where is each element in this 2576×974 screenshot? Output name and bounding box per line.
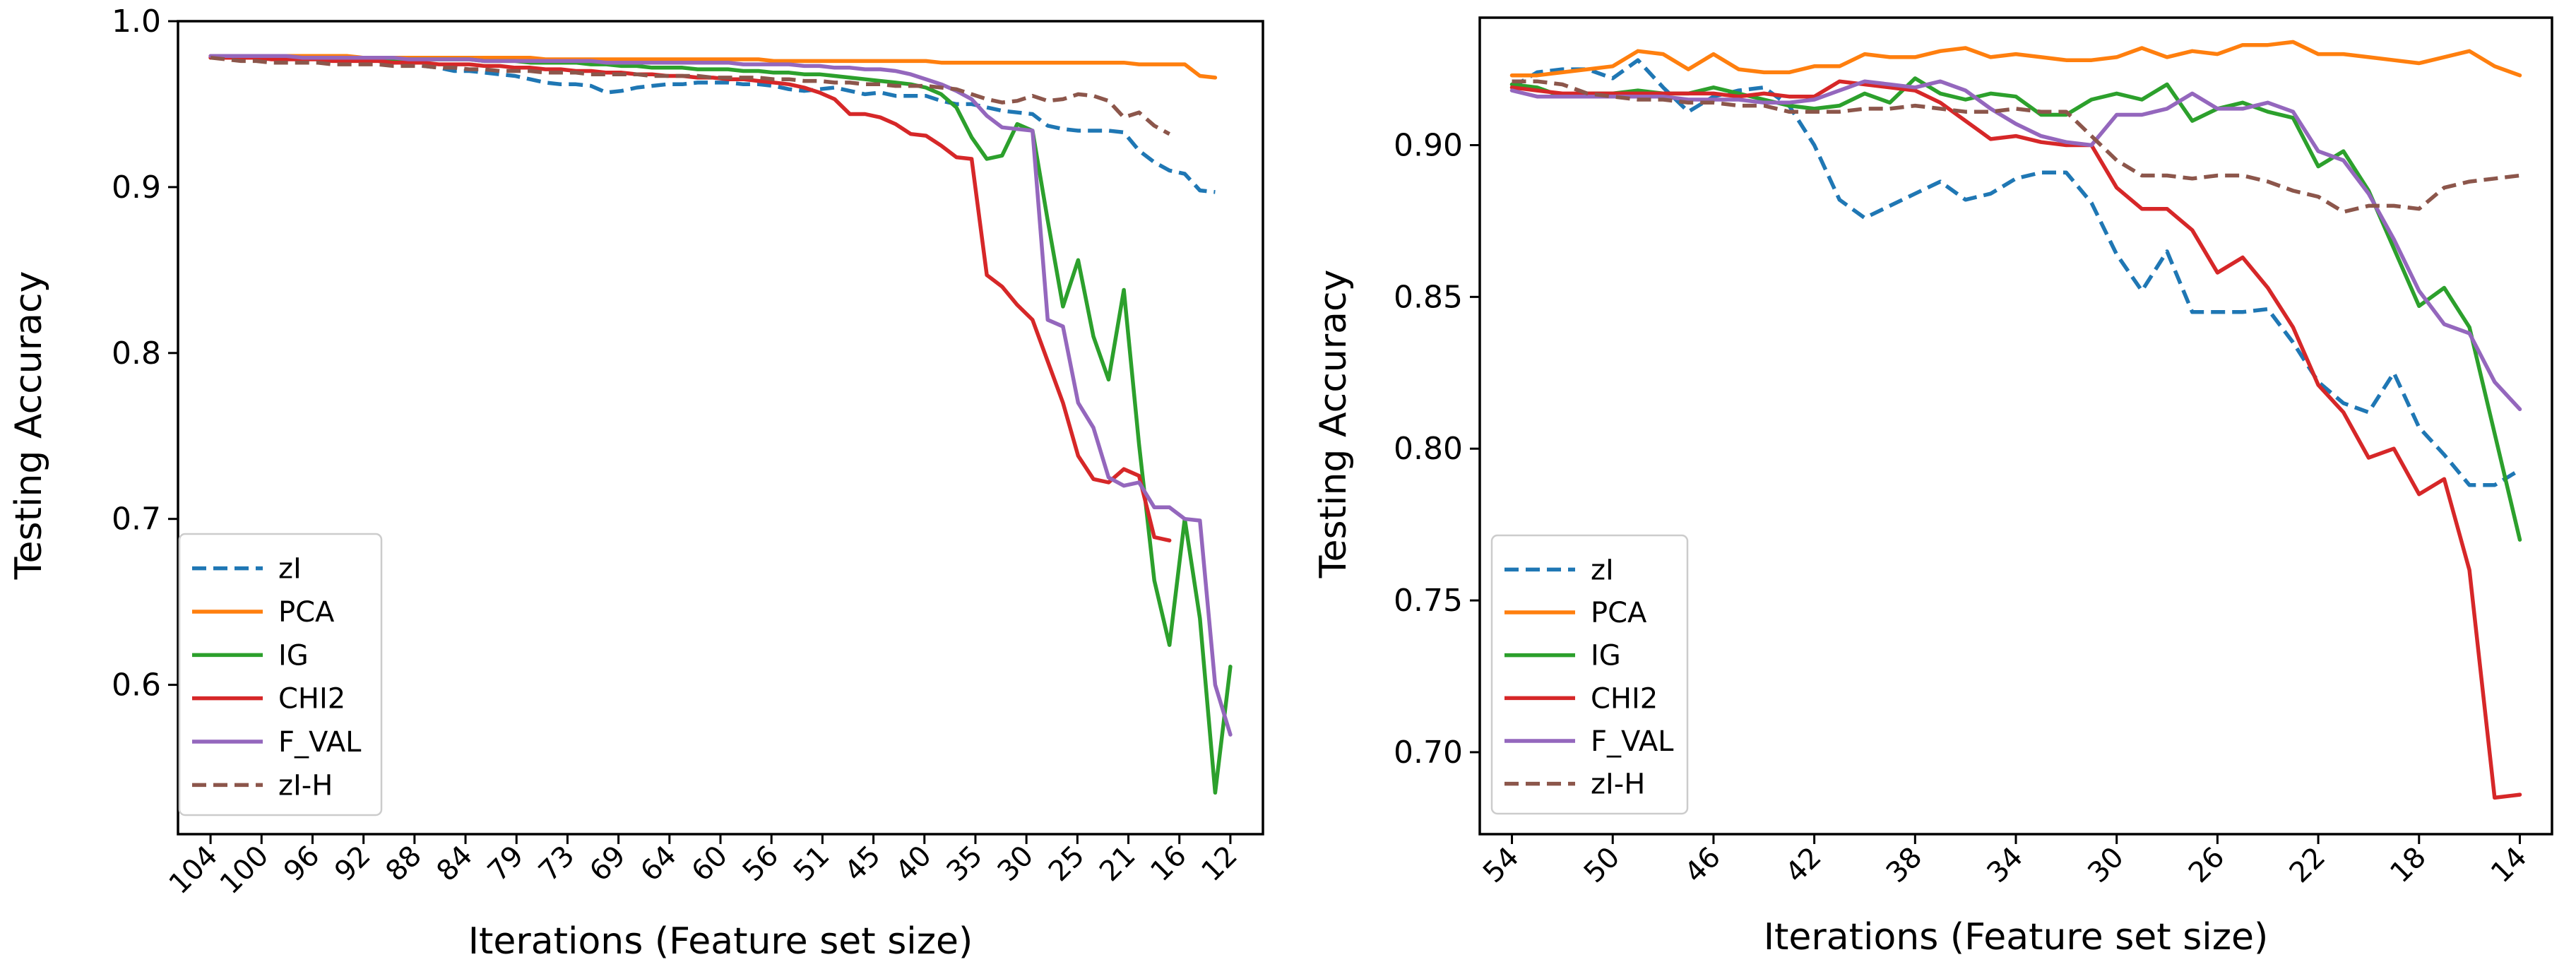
series-line-f-val (1509, 79, 2522, 412)
x-tick-label: 25 (1043, 840, 1091, 889)
y-axis-label: Testing Accuracy (1312, 270, 1355, 579)
y-tick-label: 0.9 (112, 170, 161, 206)
x-tick-label: 104 (163, 840, 225, 901)
x-tick-label: 60 (686, 840, 735, 889)
series-line-chi2 (208, 55, 1172, 542)
x-tick-label: 45 (838, 840, 887, 889)
x-tick-label: 92 (328, 840, 377, 889)
legend-label-zi-h: zI-H (278, 769, 333, 802)
x-tick-label: 16 (1144, 840, 1193, 889)
legend-label-chi2: CHI2 (1591, 682, 1658, 715)
chart-right: 0.70 0.75 0.80 0.85 0.90 54 50 46 42 38 34 30 26 22 18… (1312, 16, 2553, 958)
x-tick-label: 12 (1195, 840, 1244, 889)
legend-label-ig: IG (278, 639, 309, 672)
y-tick-label: 0.8 (112, 335, 161, 372)
legend-label-zi: zI (278, 553, 302, 586)
plot-frame (177, 20, 1264, 836)
y-tick-label: 0.70 (1394, 735, 1463, 771)
x-tick-label: 51 (788, 840, 836, 889)
x-tick-label: 40 (889, 840, 938, 889)
x-axis-label: Iterations (Feature set size) (1764, 916, 2269, 958)
x-tick-label: 46 (1678, 841, 1727, 890)
y-axis-label: Testing Accuracy (8, 271, 50, 581)
x-axis-label: Iterations (Feature set size) (468, 920, 973, 963)
legend-box (178, 533, 383, 816)
legend-label-f-val: F_VAL (1591, 725, 1674, 758)
x-tick-label: 42 (1779, 841, 1828, 890)
x-tick-label: 30 (992, 840, 1040, 889)
plot-frame (1478, 16, 2553, 836)
x-tick-label: 30 (2082, 841, 2130, 890)
series-line-chi2 (1509, 79, 2522, 800)
legend-label-zi: zI (1591, 554, 1614, 586)
x-tick-label: 21 (1093, 840, 1142, 889)
legend-label-zi-h: zI-H (1591, 768, 1645, 801)
x-tick-label: 79 (482, 840, 530, 889)
series-line-zi (1511, 58, 2521, 487)
y-tick-label: 0.7 (112, 501, 161, 538)
x-tick-label: 56 (737, 840, 785, 889)
x-tick-label: 14 (2485, 841, 2534, 890)
series-line-zi-h (210, 55, 1171, 136)
series-line-f-val (208, 54, 1233, 737)
x-tick-label: 100 (214, 840, 275, 901)
x-tick-label: 22 (2284, 841, 2332, 890)
legend-label-pca: PCA (278, 596, 335, 629)
y-tick-label: 0.80 (1394, 431, 1463, 467)
legend-label-pca: PCA (1591, 597, 1647, 629)
y-tick-label: 0.75 (1394, 583, 1463, 619)
series-line-zi-h (1512, 79, 2520, 214)
series-line-pca (1509, 40, 2522, 78)
x-tick-label: 54 (1477, 841, 1526, 890)
x-tick-label: 96 (278, 840, 326, 889)
x-tick-label: 69 (583, 840, 632, 889)
legend-label-chi2: CHI2 (278, 683, 345, 715)
legend-label-f-val: F_VAL (278, 726, 362, 759)
x-tick-label: 64 (634, 840, 683, 889)
y-tick-label: 0.6 (112, 667, 161, 703)
x-tick-label: 50 (1578, 841, 1627, 890)
series-line-ig (1509, 76, 2522, 542)
x-tick-label: 26 (2183, 841, 2231, 890)
y-tick-label: 0.90 (1394, 127, 1463, 163)
y-tick-label: 1.0 (112, 4, 161, 40)
x-tick-label: 73 (533, 840, 581, 889)
x-tick-label: 88 (379, 840, 428, 889)
series-line-zi (210, 54, 1216, 194)
x-tick-label: 34 (1981, 841, 2030, 890)
x-tick-label: 84 (431, 840, 480, 889)
x-tick-label: 38 (1880, 841, 1929, 890)
y-tick-label: 0.85 (1394, 279, 1463, 315)
legend-box (1490, 534, 1689, 815)
x-tick-label: 35 (941, 840, 990, 889)
legend-label-ig: IG (1591, 640, 1621, 672)
x-tick-label: 18 (2384, 841, 2433, 890)
